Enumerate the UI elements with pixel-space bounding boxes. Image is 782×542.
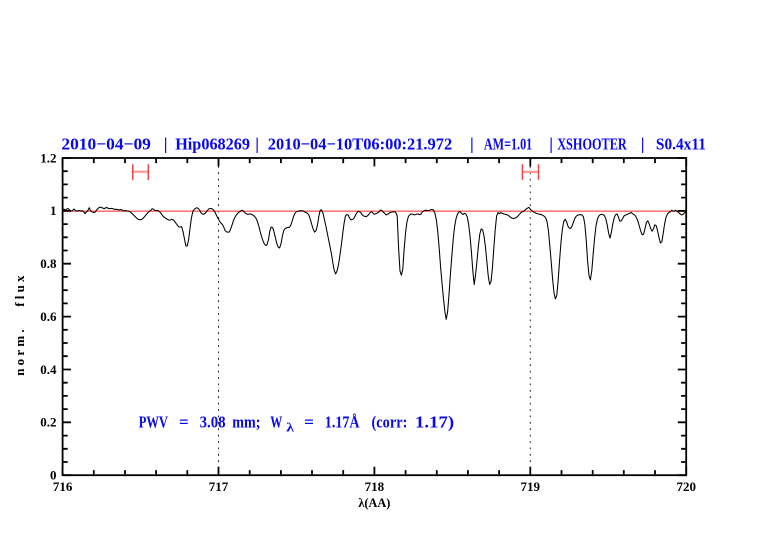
svg-text:1.2: 1.2 [40, 150, 56, 165]
svg-text:λ: λ [286, 420, 295, 434]
svg-text:719: 719 [521, 479, 541, 494]
svg-text:λ(AA): λ(AA) [358, 495, 390, 510]
svg-text:|: | [549, 135, 553, 154]
svg-text:PWV: PWV [139, 413, 169, 432]
svg-text:(corr:: (corr: [372, 413, 408, 432]
svg-text:2010−04−09: 2010−04−09 [61, 135, 150, 154]
svg-text:S0.4x11: S0.4x11 [656, 135, 706, 154]
svg-text:=: = [304, 413, 314, 432]
svg-text:1: 1 [50, 203, 57, 218]
svg-text:|: | [164, 135, 168, 154]
svg-text:718: 718 [365, 479, 385, 494]
svg-text:1.17): 1.17) [415, 413, 454, 432]
svg-text:717: 717 [209, 479, 229, 494]
svg-text:0.6: 0.6 [40, 309, 57, 324]
svg-text:0.2: 0.2 [40, 415, 56, 430]
svg-text:1.17Å: 1.17Å [325, 413, 360, 432]
svg-text:3.08: 3.08 [200, 413, 226, 432]
svg-text:|: | [470, 135, 474, 154]
svg-text:720: 720 [676, 479, 696, 494]
svg-text:0.4: 0.4 [40, 362, 57, 377]
svg-text:W: W [270, 413, 282, 432]
svg-text:|: | [255, 135, 259, 154]
svg-text:|: | [641, 135, 645, 154]
svg-text:norm. flux: norm. flux [12, 272, 27, 376]
svg-text:0.8: 0.8 [40, 256, 57, 271]
svg-text:=: = [179, 413, 189, 432]
svg-text:2010−04−10T06:00:21.972: 2010−04−10T06:00:21.972 [268, 135, 452, 154]
svg-text:716: 716 [53, 479, 73, 494]
svg-text:Hip068269: Hip068269 [175, 135, 250, 154]
svg-text:AM=1.01: AM=1.01 [484, 135, 532, 154]
svg-text:0: 0 [50, 468, 57, 483]
svg-text:XSHOOTER: XSHOOTER [557, 135, 627, 154]
svg-text:mm;: mm; [232, 413, 260, 432]
